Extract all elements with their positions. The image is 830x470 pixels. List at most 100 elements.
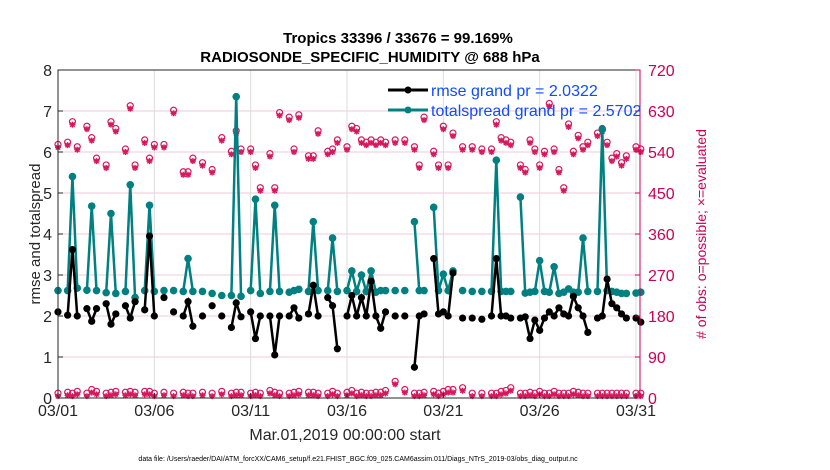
totalspread-point	[246, 286, 255, 295]
totalspread-point	[266, 287, 274, 296]
rmse-point	[237, 313, 245, 321]
obs-evaluated-stroke	[570, 391, 577, 398]
obs-evaluated-upper-marker	[315, 130, 322, 137]
obs-evaluated-marker	[329, 391, 336, 398]
totalspread-point	[92, 286, 101, 295]
rmse-point	[372, 312, 380, 320]
obs-evaluated-upper-marker	[185, 171, 192, 178]
obs-evaluated-upper-stroke	[74, 147, 80, 153]
obs-evaluated-marker	[132, 392, 139, 399]
obs-evaluated-upper-marker	[618, 162, 625, 169]
rmse-point	[569, 292, 577, 300]
obs-evaluated-upper-stroke	[450, 133, 456, 139]
totalspread-point	[598, 125, 607, 134]
rmse-point	[545, 308, 553, 316]
totalspread-line	[307, 221, 320, 292]
obs-evaluated-upper-stroke	[219, 137, 225, 144]
rmse-point	[353, 312, 361, 320]
obs-evaluated-upper-marker	[493, 121, 500, 128]
totalspread-point	[531, 287, 539, 296]
rmse-line	[413, 312, 425, 368]
legend: rmse grand pr = 2.0322 totalspread grand…	[388, 83, 641, 120]
totalspread-point	[458, 286, 467, 295]
obs-evaluated-marker	[180, 392, 187, 399]
obs-evaluated-upper-marker	[372, 142, 379, 149]
obs-evaluated-stroke	[146, 391, 153, 398]
totalspread-point	[256, 289, 265, 298]
y2-tick-label: 450	[648, 186, 675, 203]
totalspread-point	[145, 201, 154, 210]
obs-evaluated-marker	[498, 391, 505, 398]
obs-evaluated-upper-marker	[107, 121, 114, 128]
obs-evaluated-upper-marker	[469, 146, 476, 153]
obs-evaluated-upper-marker	[435, 164, 442, 171]
obs-evaluated-stroke	[122, 392, 129, 398]
x-axis: 03/01 03/06 03/11 03/16 03/21 03/26 03/31	[38, 393, 656, 420]
obs-evaluated-upper-stroke	[565, 124, 572, 130]
obs-evaluated-upper-marker	[286, 117, 293, 124]
x-tick-label: 03/11	[231, 403, 270, 420]
rmse-point	[584, 328, 592, 336]
obs-evaluated-upper-stroke	[527, 140, 533, 146]
y-tick-label: 6	[43, 145, 52, 162]
obs-evaluated-upper-marker	[584, 142, 591, 149]
obs-evaluated-stroke	[291, 392, 297, 398]
obs-evaluated-marker	[93, 391, 100, 398]
y2-tick-label: 360	[648, 227, 675, 244]
obs-evaluated-upper-stroke	[185, 172, 191, 178]
obs-evaluated-marker	[401, 389, 408, 396]
obs-evaluated-upper-marker	[218, 137, 225, 144]
rmse-point	[92, 305, 101, 313]
obs-evaluated-upper-marker	[575, 135, 582, 142]
obs-evaluated-marker	[160, 392, 167, 399]
totalspread-point	[622, 289, 631, 298]
y-tick-label: 7	[43, 104, 52, 121]
obs-evaluated-upper-stroke	[209, 169, 215, 176]
obs-evaluated-upper-marker	[189, 158, 196, 165]
rmse-point	[184, 298, 192, 306]
obs-evaluated-upper-marker	[64, 142, 71, 149]
obs-evaluated-upper-marker	[344, 146, 350, 153]
obs-evaluated-upper-stroke	[142, 140, 148, 146]
obs-evaluated-upper-stroke	[580, 147, 586, 153]
obs-evaluated-upper-stroke	[561, 188, 567, 194]
obs-evaluated-stroke	[296, 391, 302, 398]
obs-evaluated-upper-stroke	[363, 142, 369, 148]
obs-evaluated-upper-stroke	[585, 142, 591, 148]
obs-evaluated-upper-marker	[291, 149, 298, 155]
obs-evaluated-upper-marker	[83, 126, 90, 133]
obs-evaluated-marker	[64, 392, 71, 399]
obs-evaluated-stroke	[219, 391, 225, 398]
obs-evaluated-stroke	[382, 390, 389, 397]
obs-evaluated-upper-marker	[580, 146, 587, 153]
rmse-point	[112, 310, 120, 318]
x-tick-label: 03/16	[327, 403, 367, 420]
rmse-point	[126, 314, 134, 322]
obs-evaluated-upper-stroke	[382, 142, 389, 148]
obs-evaluated-stroke	[272, 392, 278, 398]
obs-evaluated-stroke	[74, 391, 80, 398]
obs-evaluated-upper-stroke	[238, 149, 244, 155]
obs-evaluated-upper-marker	[392, 139, 399, 146]
obs-evaluated-upper-stroke	[334, 140, 341, 146]
obs-evaluated-upper-stroke	[325, 151, 331, 157]
obs-evaluated-upper-stroke	[349, 126, 355, 132]
rmse-point	[328, 302, 337, 310]
totalspread-point	[352, 287, 361, 296]
obs-evaluated-stroke	[459, 388, 466, 394]
totalspread-point	[121, 287, 130, 296]
rmse-point	[555, 304, 563, 312]
totalspread-point	[545, 288, 554, 297]
rmse-point	[309, 281, 317, 289]
totalspread-point	[391, 286, 399, 295]
obs-evaluated-upper-stroke	[623, 156, 630, 162]
rmse-point	[290, 304, 298, 312]
totalspread-point	[550, 263, 558, 271]
obs-evaluated-marker	[310, 392, 317, 399]
totalspread-point	[381, 286, 390, 295]
obs-evaluated-upper-stroke	[618, 162, 625, 169]
obs-evaluated-upper-marker	[445, 164, 452, 171]
totalspread-point	[227, 291, 236, 300]
totalspread-point	[314, 286, 322, 295]
